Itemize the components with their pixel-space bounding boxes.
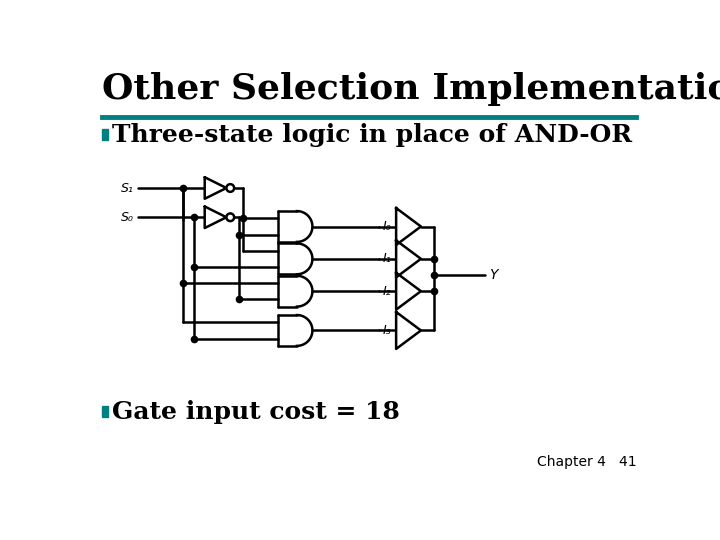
Text: S₁: S₁ bbox=[121, 181, 134, 194]
Circle shape bbox=[226, 213, 234, 221]
Polygon shape bbox=[396, 273, 421, 309]
Polygon shape bbox=[396, 312, 421, 349]
Polygon shape bbox=[396, 240, 421, 278]
Polygon shape bbox=[396, 208, 421, 245]
Text: Three-state logic in place of AND-OR: Three-state logic in place of AND-OR bbox=[112, 123, 632, 147]
Text: Chapter 4   41: Chapter 4 41 bbox=[536, 455, 636, 469]
Bar bbox=[102, 129, 108, 140]
Text: S₀: S₀ bbox=[121, 211, 134, 224]
Text: Gate input cost = 18: Gate input cost = 18 bbox=[112, 400, 400, 424]
Text: I₀: I₀ bbox=[383, 220, 392, 233]
Text: I₃: I₃ bbox=[383, 324, 392, 337]
Text: I₁: I₁ bbox=[383, 252, 392, 265]
Polygon shape bbox=[204, 177, 226, 199]
Bar bbox=[102, 406, 108, 417]
Polygon shape bbox=[204, 206, 226, 228]
Text: Other Selection Implementations: Other Selection Implementations bbox=[102, 72, 720, 106]
Text: Y: Y bbox=[489, 268, 498, 282]
Circle shape bbox=[226, 184, 234, 192]
Text: I₂: I₂ bbox=[383, 285, 392, 298]
